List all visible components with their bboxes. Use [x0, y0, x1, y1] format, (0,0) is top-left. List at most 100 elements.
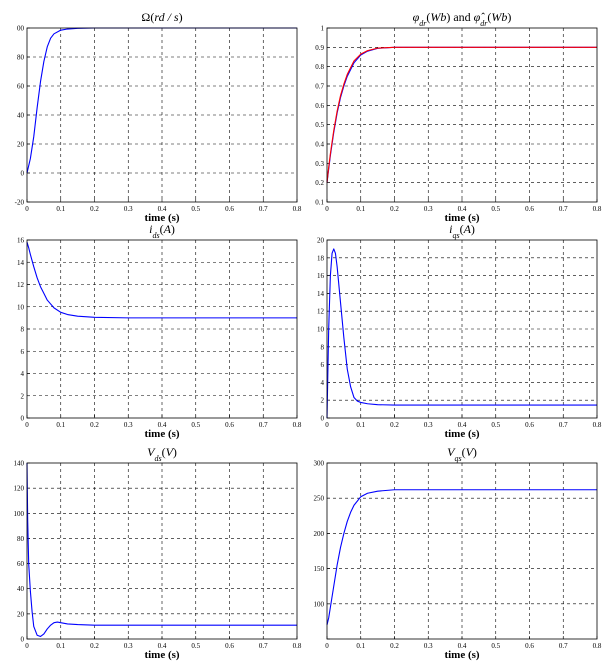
x-tick-label: 0.3	[424, 642, 433, 650]
panel-2: 0 0.1 0.2 0.3 0.4 0.5 0.6 0.7 0.80.10.20.30.40.5…	[315, 10, 602, 224]
panel-3: 0 0.1 0.2 0.3 0.4 0.5 0.6 0.7 0.8 0 2 4 6 8 10 12 14 16 ti…	[17, 222, 302, 440]
panel-1: 0 0.1 0.2 0.3 0.4 0.5 0.6 0.7 0.8-2002040608000t…	[15, 10, 302, 224]
y-tick-label: 6	[321, 361, 325, 369]
chart-title: Vqs(V)	[447, 445, 477, 463]
x-tick-label: 0	[25, 642, 29, 650]
y-tick-label: 0.6	[315, 102, 324, 110]
x-tick-label: 0	[25, 205, 29, 213]
panel-4: 0 0.1 0.2 0.3 0.4 0.5 0.6 0.7 0.8 0 2 4 6 8 10 12 14 16 18…	[317, 222, 602, 440]
y-tick-label: 100	[314, 600, 325, 608]
y-tick-label: 60	[17, 560, 25, 568]
chart-title: φdr(Wb) and φ̂dr(Wb)	[413, 10, 512, 28]
y-tick-label: 300	[314, 460, 325, 468]
x-tick-label: 0.8	[593, 205, 602, 213]
x-tick-label: 0.3	[424, 421, 433, 429]
x-tick-label: 0.8	[593, 421, 602, 429]
x-tick-label: 0.3	[124, 421, 133, 429]
y-tick-label: 20	[317, 237, 325, 245]
x-tick-label: 0.8	[293, 421, 302, 429]
y-tick-label: -20	[15, 199, 25, 207]
x-tick-label: 0.3	[424, 205, 433, 213]
series-line-1	[326, 489, 597, 626]
x-tick-label: 0.6	[225, 421, 234, 429]
x-tick-label: 0.2	[90, 642, 99, 650]
x-tick-label: 0.3	[124, 205, 133, 213]
x-axis-label: time (s)	[144, 212, 179, 224]
y-tick-label: 12	[317, 308, 325, 316]
chart-title: ids(A)	[149, 222, 175, 240]
y-tick-label: 60	[17, 83, 25, 91]
y-tick-label: 0.1	[315, 199, 324, 207]
x-tick-label: 0.5	[491, 421, 500, 429]
x-tick-label: 0.2	[90, 421, 99, 429]
x-tick-label: 0.8	[593, 642, 602, 650]
x-tick-label: 0.7	[559, 642, 568, 650]
chart-title: Ω(rd / s)	[141, 10, 182, 24]
x-tick-label: 0.7	[559, 205, 568, 213]
y-tick-label: 8	[321, 343, 325, 351]
y-tick-label: 16	[317, 272, 325, 280]
x-tick-label: 0.7	[259, 205, 268, 213]
x-tick-label: 0.7	[259, 421, 268, 429]
y-tick-label: 0.3	[315, 160, 324, 168]
y-tick-label: 0.2	[315, 179, 324, 187]
y-tick-label: 0	[21, 415, 25, 423]
x-axis-label: time (s)	[144, 428, 179, 440]
y-tick-label: 1	[321, 25, 325, 33]
y-tick-label: 80	[17, 54, 25, 62]
x-tick-label: 0.5	[491, 642, 500, 650]
y-tick-label: 2	[321, 397, 325, 405]
plot-frame	[26, 27, 298, 203]
y-tick-label: 10	[317, 326, 325, 334]
x-tick-label: 0.5	[191, 205, 200, 213]
panel-6: 0 0.1 0.2 0.3 0.4 0.5 0.6 0.7 0.8 100 150 200 250 300…	[314, 445, 602, 661]
plot-frame	[26, 239, 298, 419]
x-tick-label: 0.1	[56, 205, 65, 213]
x-axis-label: time (s)	[444, 212, 479, 224]
y-tick-label: 4	[321, 379, 325, 387]
y-tick-label: 16	[17, 237, 25, 245]
y-tick-label: 0.8	[315, 63, 324, 71]
y-tick-label: 100	[14, 510, 25, 518]
x-tick-label: 0.2	[390, 205, 399, 213]
x-tick-label: 0.1	[356, 205, 365, 213]
y-tick-label: 0	[21, 170, 25, 178]
y-tick-label: 2	[21, 392, 25, 400]
x-tick-label: 0	[325, 642, 329, 650]
chart-title: iqs(A)	[449, 222, 475, 240]
plot-frame	[326, 27, 598, 203]
x-tick-label: 0.1	[56, 642, 65, 650]
y-tick-label: 0	[321, 415, 325, 423]
y-tick-label: 8	[21, 326, 25, 334]
x-tick-label: 0.8	[293, 642, 302, 650]
y-tick-label: 00	[17, 25, 25, 33]
x-tick-label: 0.1	[356, 421, 365, 429]
series-line-1	[26, 462, 297, 638]
x-tick-label: 0.1	[56, 421, 65, 429]
y-tick-label: 0.7	[315, 83, 324, 91]
x-axis-label: time (s)	[444, 428, 479, 440]
x-tick-label: 0.7	[559, 421, 568, 429]
x-tick-label: 0.4	[158, 205, 167, 213]
chart-title: Vds(V)	[147, 445, 177, 463]
x-tick-label: 0.5	[491, 205, 500, 213]
plot-frame	[326, 239, 598, 419]
y-tick-label: 0.4	[315, 141, 324, 149]
x-tick-label: 0.6	[225, 642, 234, 650]
x-tick-label: 0.2	[390, 421, 399, 429]
y-tick-label: 6	[21, 348, 25, 356]
y-tick-label: 200	[314, 530, 325, 538]
x-tick-label: 0.4	[158, 642, 167, 650]
y-tick-label: 140	[14, 460, 25, 468]
y-tick-label: 0.9	[315, 44, 324, 52]
x-axis-label: time (s)	[444, 649, 479, 661]
x-tick-label: 0	[25, 421, 29, 429]
x-tick-label: 0.3	[124, 642, 133, 650]
x-tick-label: 0.6	[525, 642, 534, 650]
y-tick-label: 40	[17, 585, 25, 593]
x-tick-label: 0.6	[225, 205, 234, 213]
y-tick-label: 14	[317, 290, 325, 298]
y-tick-label: 12	[17, 281, 25, 289]
x-tick-label: 0.1	[356, 642, 365, 650]
